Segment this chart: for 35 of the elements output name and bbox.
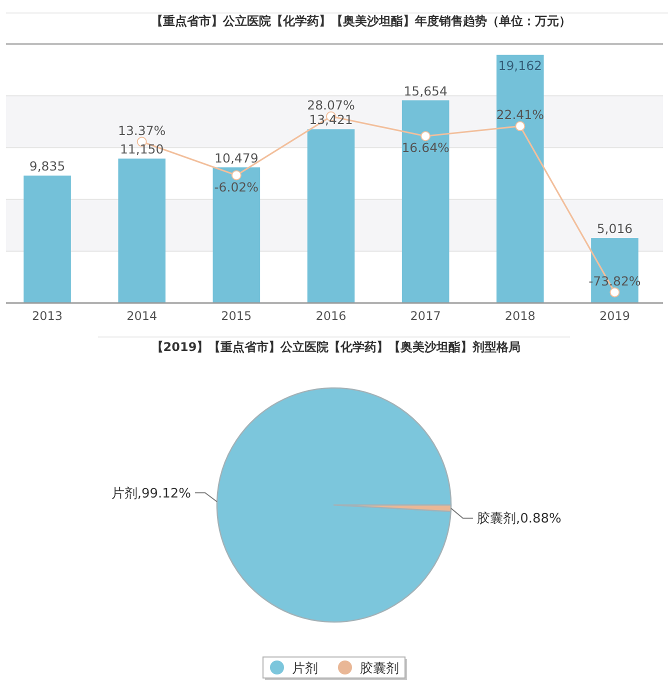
data-label: 9,835: [29, 158, 66, 174]
data-label: 22.41%: [496, 107, 544, 122]
point: [420, 131, 431, 142]
data-label: -6.02%: [214, 179, 259, 194]
data-label: 10,479: [214, 150, 258, 166]
data-label: 15,654: [404, 83, 448, 98]
legend-label: 片剂: [292, 660, 318, 676]
bar: [118, 158, 166, 303]
x-tick-label: 2019: [599, 309, 630, 323]
data-label: 5,016: [596, 221, 633, 236]
data-label: 28.07%: [307, 97, 355, 112]
pie-slice: [216, 387, 452, 623]
point: [231, 170, 242, 180]
point: [515, 121, 526, 132]
x-tick-label: 2013: [32, 309, 63, 323]
point: [610, 287, 620, 298]
data-label: 16.64%: [402, 140, 450, 156]
x-tick-label: 2017: [410, 309, 441, 323]
bar: [402, 100, 450, 303]
bar: [307, 129, 355, 303]
data-label: 片剂,99.12%: [111, 485, 192, 502]
chart-title: 【重点省市】公立医院【化学药】【奥美沙坦酯】年度销售趋势（单位：万元）: [151, 14, 571, 28]
data-label: 19,162: [498, 58, 542, 73]
chart-title: 【2019】【重点省市】公立医院【化学药】【奥美沙坦酯】剂型格局: [151, 340, 521, 354]
bar: [24, 176, 71, 303]
bar: [496, 54, 544, 303]
x-tick-label: 2016: [316, 309, 346, 323]
data-label: 11,150: [120, 142, 164, 157]
bar: [212, 167, 260, 303]
data-label: 胶囊剂,0.88%: [476, 510, 562, 527]
x-tick-label: 2015: [221, 309, 252, 323]
legend-label: 胶囊剂: [360, 660, 399, 676]
x-tick-label: 2018: [504, 309, 536, 323]
x-tick-label: 2014: [126, 309, 158, 323]
data-label: 13.37%: [118, 122, 166, 138]
